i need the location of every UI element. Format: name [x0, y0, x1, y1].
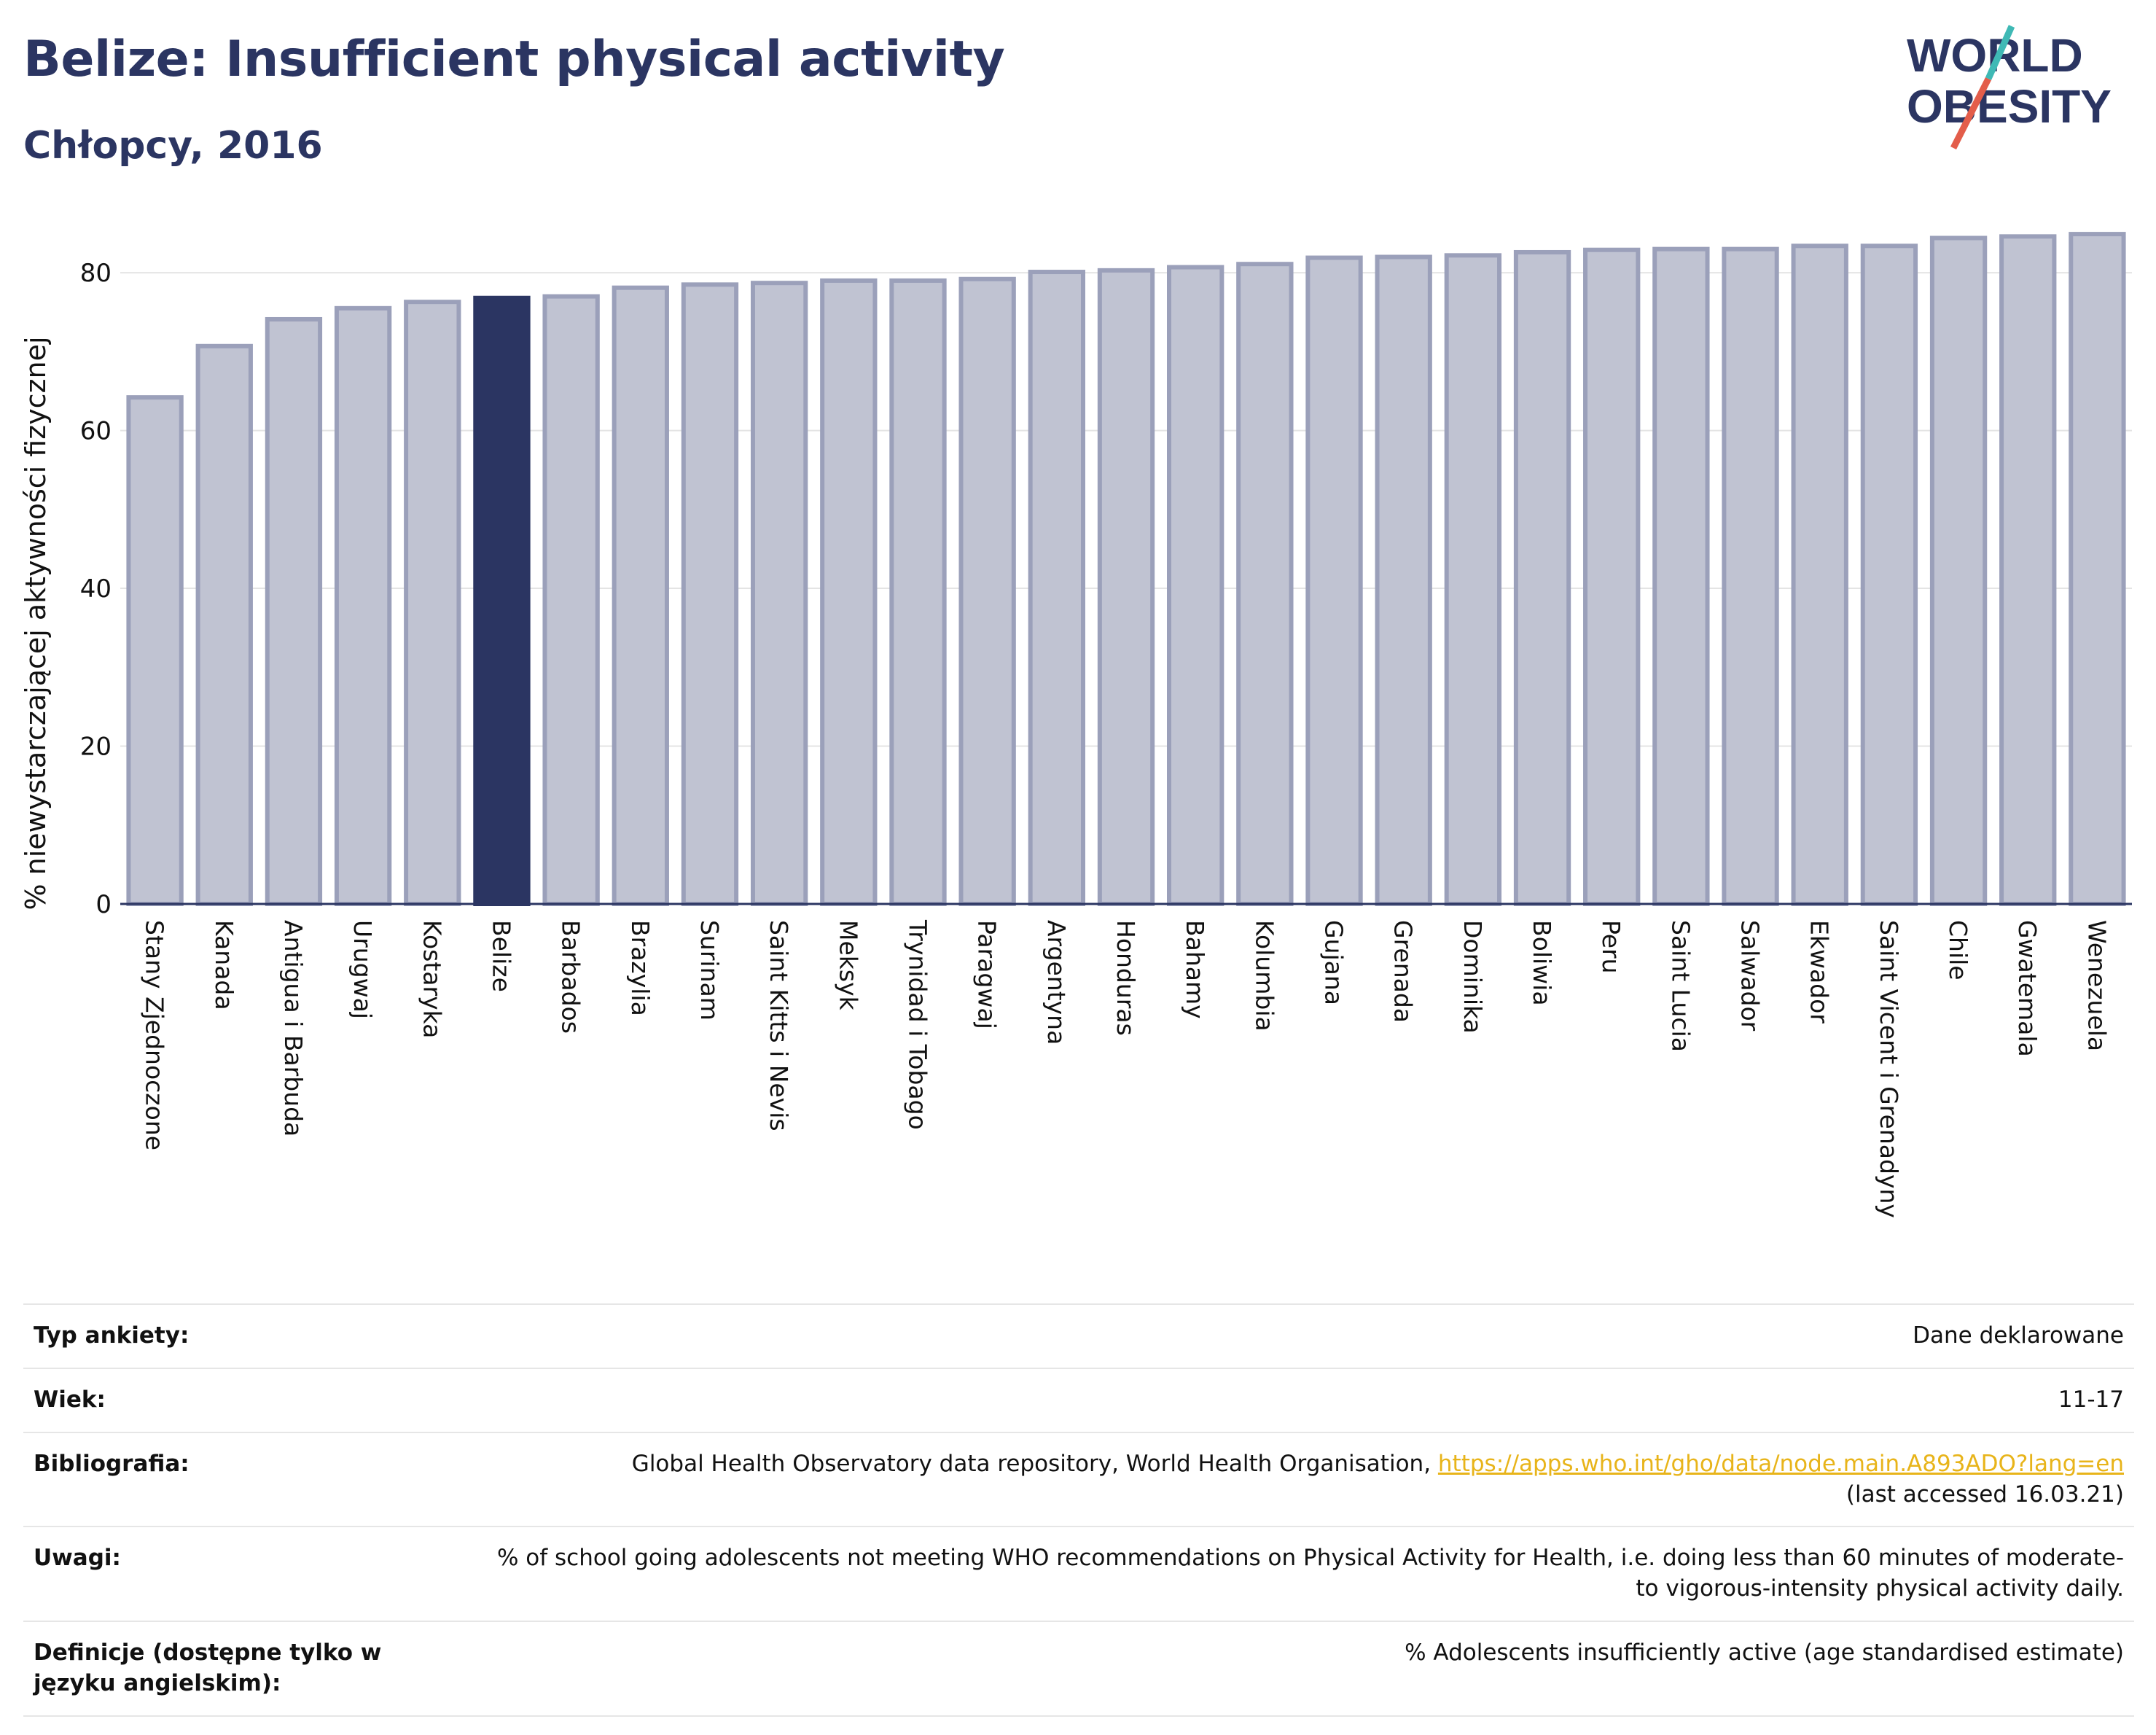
- bar-highlighted: [473, 295, 531, 906]
- bar: [958, 276, 1016, 906]
- x-tick-label: Grenada: [1389, 920, 1418, 1023]
- x-tick-label: Surinam: [695, 920, 724, 1021]
- logo-line1: WORLD: [1907, 29, 2083, 82]
- info-value: 11-17: [2058, 1386, 2124, 1413]
- bar: [889, 278, 947, 906]
- bar: [1929, 235, 1988, 906]
- bar: [1236, 262, 1294, 906]
- x-tick-label: Peru: [1597, 920, 1625, 974]
- last-accessed-text: (last accessed 16.03.21): [1846, 1481, 2124, 1508]
- info-label: Definicje (dostępne tylko w języku angie…: [34, 1640, 382, 1696]
- bar: [1513, 249, 1571, 907]
- info-table: Typ ankiety: Dane deklarowane Wiek: 11-1…: [23, 1303, 2134, 1717]
- y-tick-label: 80: [80, 259, 112, 288]
- x-tick-label: Paragwaj: [973, 920, 1001, 1029]
- x-tick-label: Gwatemala: [2013, 920, 2042, 1057]
- info-label: Typ ankiety:: [34, 1322, 190, 1349]
- world-obesity-logo: WORLD OBESITY: [1907, 25, 2112, 150]
- bibliography-text: Global Health Observatory data repositor…: [631, 1450, 1438, 1477]
- info-value: Dane deklarowane: [1913, 1322, 2124, 1349]
- bar: [126, 395, 184, 906]
- x-tick-label: Chile: [1944, 920, 1972, 980]
- x-tick-label: Trynidad i Tobago: [903, 919, 931, 1130]
- bar: [404, 300, 461, 906]
- x-tick-label: Wenezuela: [2082, 920, 2111, 1051]
- x-tick-label: Antigua i Barbuda: [279, 920, 308, 1136]
- bar: [681, 282, 739, 906]
- logo-slash-lower: [1950, 77, 1992, 150]
- bar: [1305, 255, 1363, 907]
- x-tick-label: Saint Lucia: [1666, 920, 1695, 1052]
- y-axis-ticks: 0 20 40 60 80: [80, 259, 112, 919]
- bar: [1444, 253, 1502, 906]
- x-tick-label: Gujana: [1320, 920, 1348, 1005]
- x-tick-label: Ekwador: [1805, 920, 1834, 1024]
- logo-line2: OBESITY: [1907, 80, 2112, 133]
- bar: [334, 305, 392, 906]
- bars: [126, 232, 2126, 907]
- x-axis-ticks: Stany Zjednoczone Kanada Antigua i Barbuda…: [141, 919, 2112, 1218]
- source-link[interactable]: https://apps.who.int/gho/data/node.main.…: [1437, 1450, 2124, 1477]
- bar: [1860, 243, 1918, 907]
- info-row-notes: Uwagi: % of school going adolescents not…: [23, 1527, 2134, 1622]
- bar: [1097, 268, 1155, 906]
- x-tick-label: Kostaryka: [418, 920, 446, 1038]
- chart-subtitle: Chłopcy, 2016: [23, 124, 323, 168]
- x-tick-label: Boliwia: [1528, 920, 1556, 1006]
- bar: [1652, 246, 1710, 907]
- bar: [2069, 232, 2126, 907]
- y-tick-label: 20: [80, 733, 112, 762]
- bar: [1999, 234, 2057, 906]
- info-label: Uwagi:: [34, 1545, 121, 1572]
- bar: [750, 281, 808, 906]
- bar: [1375, 254, 1432, 906]
- bar: [265, 316, 323, 907]
- info-label: Wiek:: [34, 1386, 106, 1413]
- bar: [612, 285, 669, 906]
- x-tick-label: Stany Zjednoczone: [141, 920, 169, 1150]
- bar: [542, 294, 600, 906]
- x-tick-label: Belize: [487, 920, 515, 992]
- bar: [1028, 270, 1085, 907]
- info-row-definitions: Definicje (dostępne tylko w języku angie…: [23, 1621, 2134, 1716]
- bar-chart: 0 20 40 60 80 Stany Zjednoczone Kanada Antigua…: [20, 232, 2132, 1218]
- x-tick-label: Urugwaj: [348, 920, 377, 1019]
- info-value: % Adolescents insufficiently active (age…: [1405, 1640, 2124, 1666]
- chart-title: Belize: Insufficient physical activity: [23, 31, 1005, 88]
- x-tick-label: Kanada: [210, 920, 238, 1010]
- info-value: % of school going adolescents not meetin…: [496, 1545, 2124, 1602]
- x-tick-label: Barbados: [557, 920, 585, 1034]
- y-tick-label: 0: [95, 890, 112, 919]
- info-value: Global Health Observatory data repositor…: [481, 1432, 2134, 1527]
- x-tick-label: Kolumbia: [1250, 920, 1278, 1032]
- info-row-age: Wiek: 11-17: [23, 1368, 2134, 1432]
- bar: [1167, 265, 1225, 906]
- info-label: Bibliografia:: [34, 1450, 190, 1477]
- bar: [820, 278, 878, 906]
- bar: [1791, 243, 1848, 907]
- x-tick-label: Brazylia: [626, 920, 655, 1016]
- info-row-bibliography: Bibliografia: Global Health Observatory …: [23, 1432, 2134, 1527]
- x-tick-label: Bahamy: [1181, 920, 1209, 1019]
- info-row-survey-type: Typ ankiety: Dane deklarowane: [23, 1304, 2134, 1368]
- x-tick-label: Dominika: [1458, 920, 1487, 1034]
- x-tick-label: Meksyk: [834, 920, 862, 1011]
- logo-slash-upper: [1985, 25, 2015, 80]
- x-tick-label: Argentyna: [1042, 920, 1071, 1045]
- x-tick-label: Salwador: [1736, 920, 1765, 1032]
- bar: [1722, 246, 1779, 907]
- y-tick-label: 60: [80, 417, 112, 446]
- y-axis-label: % niewystarczającej aktywności fizycznej: [20, 336, 52, 910]
- bar: [195, 343, 253, 906]
- x-tick-label: Saint Kitts i Nevis: [765, 920, 793, 1131]
- x-tick-label: Honduras: [1112, 920, 1140, 1036]
- x-tick-label: Saint Vicent i Grenadyny: [1875, 920, 1903, 1218]
- bar: [1583, 247, 1641, 906]
- y-tick-label: 40: [80, 574, 112, 604]
